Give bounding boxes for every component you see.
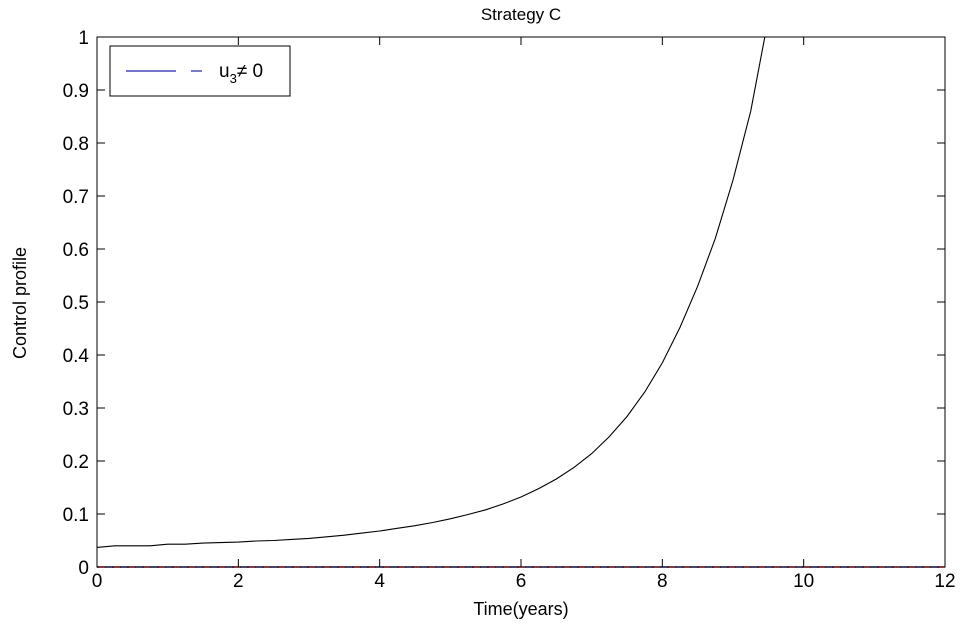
x-tick-label: 6 — [516, 571, 527, 592]
x-axis-label: Time(years) — [473, 599, 568, 619]
y-tick-label: 0.1 — [63, 505, 89, 526]
x-tick-label: 0 — [92, 571, 103, 592]
y-tick-label: 0.3 — [63, 399, 89, 420]
x-tick-label: 8 — [657, 571, 668, 592]
y-tick-label: 0.2 — [63, 452, 89, 473]
y-tick-label: 0.4 — [63, 346, 90, 367]
y-tick-label: 0.5 — [63, 293, 89, 314]
y-tick-label: 0 — [78, 558, 89, 579]
series-line-1 — [97, 36, 945, 548]
y-tick-label: 0.6 — [63, 240, 89, 261]
axes: 0 2 4 6 8 10 12 0 0.1 0.2 0.3 0.4 0.5 0.6 0.7 0.8 0.9 1 — [63, 28, 956, 592]
legend: u3≠ 0 — [109, 45, 291, 97]
x-tick-label: 4 — [374, 571, 385, 592]
x-tick-label: 2 — [233, 571, 244, 592]
y-tick-label: 0.9 — [63, 81, 89, 102]
legend-label: u3≠ 0 — [219, 61, 263, 86]
y-tick-label: 0.8 — [63, 134, 89, 155]
y-tick-label: 1 — [78, 28, 89, 49]
y-tick-label: 0.7 — [63, 187, 89, 208]
x-tick-label: 12 — [934, 571, 955, 592]
x-tick-label: 10 — [793, 571, 814, 592]
axes-box — [96, 36, 946, 568]
chart-title: Strategy C — [481, 5, 561, 24]
y-axis-label: Control profile — [10, 247, 30, 359]
plot-area — [97, 36, 945, 568]
